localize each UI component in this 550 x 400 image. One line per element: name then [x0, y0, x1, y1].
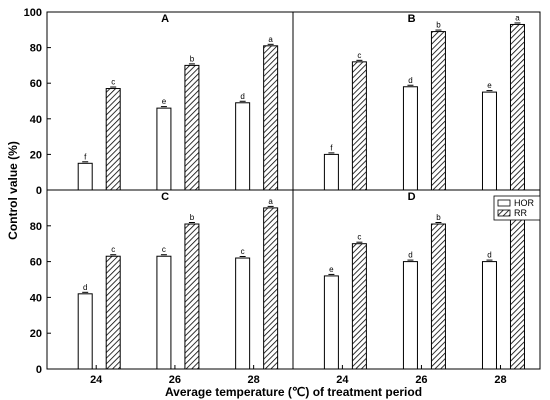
bar-rr [351, 61, 367, 191]
y-tick-label: 20 [30, 328, 42, 340]
bar-hor [77, 293, 93, 370]
bar-hor [156, 255, 172, 370]
significance-letter: c [357, 51, 361, 60]
x-tick-label: 24 [336, 374, 349, 386]
significance-letter: d [83, 283, 87, 292]
y-tick-label: 80 [30, 221, 42, 233]
significance-letter: b [436, 21, 441, 30]
significance-letter: d [408, 251, 412, 260]
significance-letter: d [240, 92, 244, 101]
bar-rr [509, 210, 525, 370]
bar-hor [402, 261, 418, 370]
bar-rr [430, 31, 446, 191]
panel-label-a: A [161, 13, 169, 25]
x-tick-label: 26 [415, 374, 427, 386]
bar-rr [263, 45, 279, 191]
plot-layer: A 0 20 40 60 80 100 f c e b d a Bf c d b e a C 0 20 40 60 80 d c c b… [24, 7, 541, 386]
significance-letter: c [357, 233, 361, 242]
x-tick-label: 28 [248, 374, 260, 386]
significance-letter: e [162, 97, 167, 106]
significance-letter: b [190, 54, 195, 63]
y-tick-label: 40 [30, 292, 42, 304]
y-tick-label: 100 [24, 7, 42, 19]
significance-letter: e [329, 265, 334, 274]
legend-label-rr: RR [514, 208, 527, 218]
panel-label-c: C [161, 191, 169, 203]
y-axis-title: Control value (%) [6, 141, 20, 240]
bar-rr [184, 223, 200, 370]
bar-rr [263, 207, 279, 370]
bar-rr [430, 223, 446, 370]
significance-letter: f [84, 152, 87, 161]
y-tick-label: 0 [36, 364, 42, 376]
y-tick-label: 60 [30, 257, 42, 269]
significance-letter: c [162, 245, 166, 254]
bar-rr [105, 88, 121, 191]
bar-hor [402, 86, 418, 191]
bar-hor [481, 91, 497, 191]
y-tick-label: 60 [30, 78, 42, 90]
significance-letter: d [408, 76, 412, 85]
bar-hor [77, 162, 93, 191]
bar-hor [235, 102, 251, 191]
y-tick-label: 40 [30, 114, 42, 126]
legend-swatch-rr [497, 209, 511, 217]
x-tick-label: 24 [90, 374, 103, 386]
significance-letter: b [436, 213, 441, 222]
significance-letter: d [487, 251, 491, 260]
panel-label-b: B [408, 13, 416, 25]
significance-letter: c [111, 78, 115, 87]
significance-letter: e [487, 81, 492, 90]
significance-letter: c [111, 245, 115, 254]
significance-letter: a [268, 35, 273, 44]
significance-letter: f [330, 143, 333, 152]
x-tick-label: 26 [169, 374, 181, 386]
significance-letter: a [515, 13, 520, 22]
bar-hor [156, 107, 172, 191]
bar-hor [481, 261, 497, 370]
y-tick-label: 0 [36, 185, 42, 197]
bar-rr [509, 23, 525, 191]
bar-rr [351, 243, 367, 370]
x-tick-label: 28 [494, 374, 506, 386]
legend-swatch-hor [497, 199, 511, 207]
significance-letter: b [190, 213, 195, 222]
bar-hor [323, 275, 339, 370]
panel-label-d: D [408, 191, 416, 203]
y-tick-label: 20 [30, 149, 42, 161]
y-tick-label: 80 [30, 43, 42, 55]
bar-hor [235, 257, 251, 370]
significance-letter: c [241, 247, 245, 256]
bar-hor [323, 153, 339, 191]
x-axis-title: Average temperature (℃) of treatment per… [165, 385, 422, 399]
legend-label-hor: HOR [514, 198, 535, 208]
bar-rr [105, 255, 121, 370]
bar-rr [184, 64, 200, 191]
significance-letter: a [268, 197, 273, 206]
